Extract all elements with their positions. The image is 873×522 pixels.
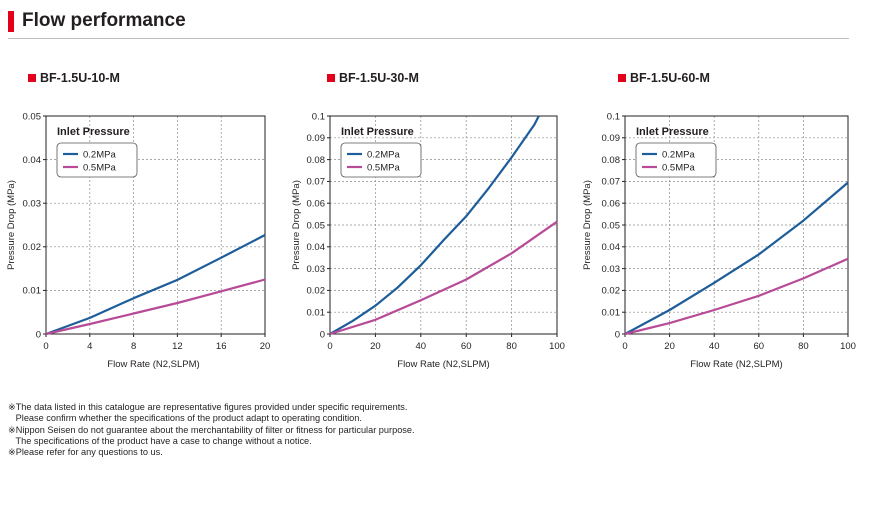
plot-frame bbox=[45, 115, 266, 335]
chart-bf-1-5u-30-m: BF-1.5U-30-M 0 20 40 60 80 100 0 0.01 0.02 0.03 0.0… bbox=[291, 71, 565, 370]
y-axis-label: Pressure Drop (MPa) bbox=[291, 180, 302, 270]
y-tick-label: 0.06 bbox=[602, 199, 621, 210]
x-tick-label: 12 bbox=[172, 341, 183, 352]
x-tick-label: 100 bbox=[840, 341, 856, 352]
x-tick-label: 4 bbox=[87, 341, 92, 352]
x-tick-label: 100 bbox=[549, 341, 565, 352]
y-tick-label: 0.07 bbox=[307, 177, 326, 188]
y-tick-label: 0.05 bbox=[307, 220, 326, 231]
y-tick-label: 0.03 bbox=[307, 264, 326, 275]
chart-title: BF-1.5U-10-M bbox=[40, 71, 120, 85]
chart-title-marker bbox=[618, 74, 626, 82]
y-tick-label: 0.01 bbox=[307, 308, 326, 319]
x-tick-label: 40 bbox=[416, 341, 427, 352]
legend-box bbox=[56, 142, 138, 178]
y-tick-label: 0.01 bbox=[602, 308, 621, 319]
y-tick-label: 0.02 bbox=[307, 286, 326, 297]
chart-title-marker bbox=[327, 74, 335, 82]
x-tick-label: 8 bbox=[131, 341, 136, 352]
x-axis-label: Flow Rate (N2,SLPM) bbox=[397, 359, 489, 370]
x-axis-label: Flow Rate (N2,SLPM) bbox=[690, 359, 782, 370]
series-line-05mpa bbox=[45, 278, 266, 336]
legend-label: 0.2MPa bbox=[367, 149, 400, 160]
legend-label: 0.2MPa bbox=[83, 149, 116, 160]
series-line-05mpa bbox=[329, 220, 558, 336]
section-marker bbox=[8, 11, 14, 32]
series-line-02mpa bbox=[624, 181, 849, 335]
x-tick-label: 40 bbox=[709, 341, 720, 352]
x-tick-label: 80 bbox=[798, 341, 809, 352]
series-line-02mpa bbox=[329, 115, 540, 335]
chart-title: BF-1.5U-30-M bbox=[339, 71, 419, 85]
y-tick-label: 0.05 bbox=[602, 220, 621, 231]
x-tick-label: 20 bbox=[370, 341, 381, 352]
x-tick-label: 0 bbox=[327, 341, 332, 352]
y-tick-label: 0.04 bbox=[602, 242, 621, 253]
x-tick-label: 0 bbox=[43, 341, 48, 352]
x-tick-label: 60 bbox=[461, 341, 472, 352]
series-line-05mpa bbox=[624, 257, 849, 336]
y-tick-label: 0 bbox=[36, 329, 41, 340]
y-tick-label: 0.09 bbox=[307, 133, 326, 144]
y-tick-label: 0.03 bbox=[23, 199, 42, 210]
footnote-line: Please confirm whether the specification… bbox=[8, 413, 362, 424]
legend-label: 0.5MPa bbox=[367, 162, 400, 173]
legend-title: Inlet Pressure bbox=[636, 126, 709, 138]
y-tick-label: 0.04 bbox=[307, 242, 326, 253]
y-tick-label: 0 bbox=[615, 329, 620, 340]
y-tick-label: 0.02 bbox=[23, 242, 42, 253]
charts-area: BF-1.5U-10-M 0 4 8 12 16 20 0 0.01 0.02 0.03 0.04 0.… bbox=[0, 60, 873, 380]
y-tick-label: 0.08 bbox=[602, 155, 621, 166]
y-tick-label: 0.1 bbox=[607, 111, 620, 122]
y-tick-label: 0.09 bbox=[602, 133, 621, 144]
legend-title: Inlet Pressure bbox=[341, 126, 414, 138]
footnote-line: ※Nippon Seisen do not guarantee about th… bbox=[8, 424, 415, 435]
page-title: Flow performance bbox=[22, 10, 186, 31]
y-axis-label: Pressure Drop (MPa) bbox=[6, 180, 17, 270]
footnote-line: ※The data listed in this catalogue are r… bbox=[8, 402, 408, 412]
footnote-line: ※Please refer for any questions to us. bbox=[8, 447, 163, 458]
y-tick-label: 0.02 bbox=[602, 286, 621, 297]
x-tick-label: 16 bbox=[216, 341, 227, 352]
x-tick-label: 20 bbox=[664, 341, 675, 352]
legend-label: 0.5MPa bbox=[662, 162, 695, 173]
legend-box bbox=[635, 142, 717, 178]
footnotes: ※The data listed in this catalogue are r… bbox=[8, 402, 848, 458]
y-tick-label: 0.07 bbox=[602, 177, 621, 188]
legend-label: 0.2MPa bbox=[662, 149, 695, 160]
y-tick-label: 0.1 bbox=[312, 111, 325, 122]
header-divider bbox=[8, 38, 849, 39]
y-tick-label: 0.04 bbox=[23, 155, 42, 166]
y-tick-label: 0.05 bbox=[23, 111, 42, 122]
y-tick-label: 0.03 bbox=[602, 264, 621, 275]
legend-label: 0.5MPa bbox=[83, 162, 116, 173]
x-tick-label: 20 bbox=[260, 341, 271, 352]
y-axis-label: Pressure Drop (MPa) bbox=[582, 180, 593, 270]
chart-bf-1-5u-60-m: BF-1.5U-60-M 0 20 40 60 80 100 0 0.01 0.02 0.03 0.0… bbox=[582, 71, 856, 370]
y-tick-label: 0.01 bbox=[23, 286, 42, 297]
section-header: Flow performance bbox=[0, 8, 852, 38]
chart-bf-1-5u-10-m: BF-1.5U-10-M 0 4 8 12 16 20 0 0.01 0.02 0.03 0.04 0.… bbox=[6, 71, 271, 370]
x-tick-label: 60 bbox=[754, 341, 765, 352]
legend-title: Inlet Pressure bbox=[57, 126, 130, 138]
y-tick-label: 0.08 bbox=[307, 155, 326, 166]
legend-box bbox=[340, 142, 422, 178]
x-tick-label: 0 bbox=[622, 341, 627, 352]
y-tick-label: 0 bbox=[320, 329, 325, 340]
x-axis-label: Flow Rate (N2,SLPM) bbox=[107, 359, 199, 370]
chart-title-marker bbox=[28, 74, 36, 82]
chart-title: BF-1.5U-60-M bbox=[630, 71, 710, 85]
x-tick-label: 80 bbox=[506, 341, 517, 352]
series-line-02mpa bbox=[45, 234, 266, 336]
y-tick-label: 0.06 bbox=[307, 199, 326, 210]
footnote-line: The specifications of the product have a… bbox=[8, 435, 312, 446]
